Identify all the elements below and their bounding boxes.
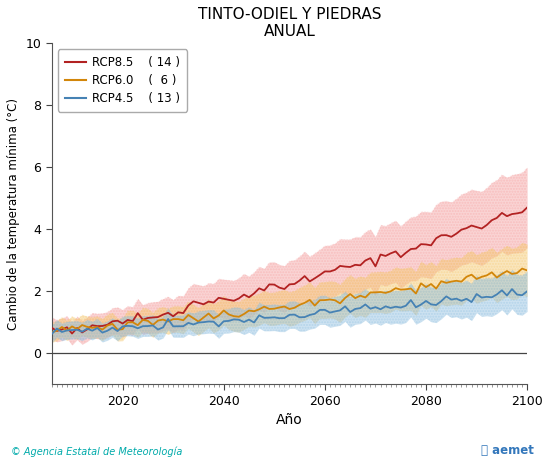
Text: © Agencia Estatal de Meteorología: © Agencia Estatal de Meteorología [11,447,183,457]
Legend: RCP8.5    ( 14 ), RCP6.0    (  6 ), RCP4.5    ( 13 ): RCP8.5 ( 14 ), RCP6.0 ( 6 ), RCP4.5 ( 13… [58,49,187,112]
Title: TINTO-ODIEL Y PIEDRAS
ANUAL: TINTO-ODIEL Y PIEDRAS ANUAL [198,7,381,39]
X-axis label: Año: Año [276,413,303,427]
Text: Ⓟ aemet: Ⓟ aemet [481,444,534,457]
Y-axis label: Cambio de la temperatura mínima (°C): Cambio de la temperatura mínima (°C) [7,98,20,330]
